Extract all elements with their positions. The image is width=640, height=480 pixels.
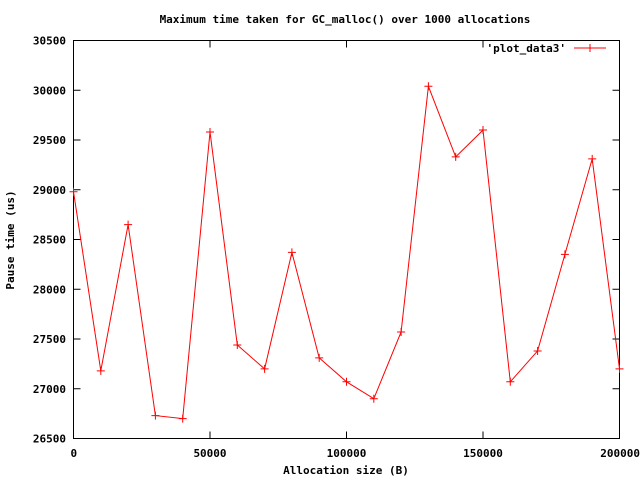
data-point	[287, 248, 296, 257]
y-tick-label: 29000	[33, 184, 66, 197]
y-tick-label: 30500	[33, 35, 66, 48]
data-point	[560, 250, 569, 259]
y-tick-label: 30000	[33, 84, 66, 97]
y-tick-label: 28000	[33, 283, 66, 296]
data-point	[397, 328, 406, 337]
x-axis-label: Allocation size (B)	[283, 464, 409, 477]
data-point	[451, 152, 460, 161]
x-axis: 0 50000 100000 150000 200000	[71, 40, 640, 460]
data-point	[369, 394, 378, 403]
data-point	[479, 126, 487, 135]
y-tick-label: 29500	[33, 134, 66, 147]
x-tick-label: 100000	[327, 447, 367, 460]
data-point	[506, 377, 515, 386]
x-tick-label: 200000	[600, 447, 640, 460]
y-axis: 26500 27000 27500 28000 28500 29000 29500 30000…	[33, 35, 620, 446]
data-point	[424, 82, 433, 91]
data-point	[96, 366, 105, 375]
data-point	[124, 220, 133, 229]
legend-marker	[586, 44, 594, 52]
series-layer	[69, 82, 624, 423]
y-axis-label: Pause time (us)	[4, 190, 17, 289]
chart-title: Maximum time taken for GC_malloc() over …	[160, 13, 531, 26]
data-point	[588, 154, 597, 163]
legend: 'plot_data3'	[487, 42, 606, 55]
data-point	[233, 340, 242, 349]
series-line	[73, 86, 620, 420]
data-point	[151, 411, 160, 420]
data-point	[315, 353, 324, 362]
x-tick-label: 0	[71, 447, 78, 460]
data-point	[342, 377, 351, 386]
data-point	[615, 364, 624, 373]
data-point	[260, 364, 269, 373]
y-tick-label: 28500	[33, 234, 66, 247]
legend-label: 'plot_data3'	[487, 42, 566, 55]
data-point	[533, 346, 542, 355]
y-tick-label: 26500	[33, 433, 66, 446]
x-tick-label: 50000	[193, 447, 226, 460]
data-point	[178, 414, 187, 423]
data-point	[206, 128, 214, 137]
data-point	[69, 187, 78, 196]
legend-marker-plus	[586, 44, 594, 52]
y-tick-label: 27500	[33, 333, 66, 346]
y-tick-label: 27000	[33, 383, 66, 396]
x-tick-label: 150000	[463, 447, 503, 460]
